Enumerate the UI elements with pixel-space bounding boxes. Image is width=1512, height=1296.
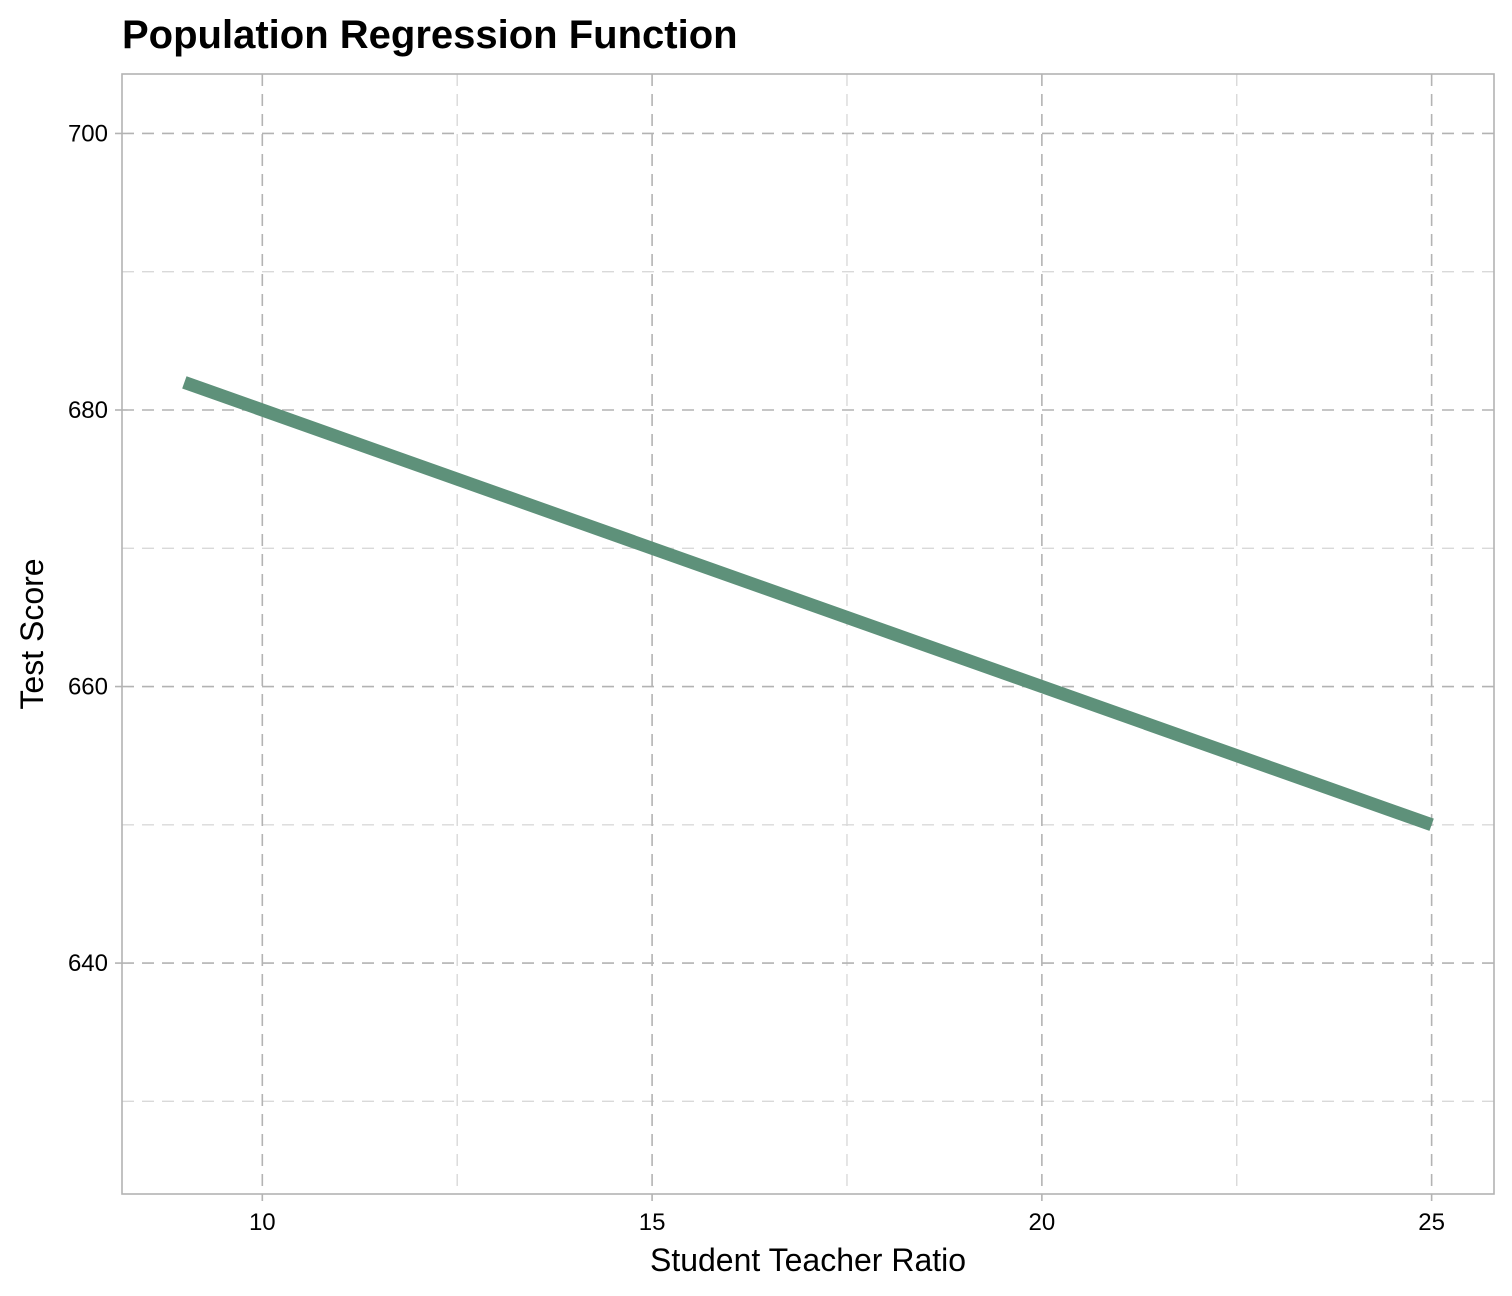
x-tick-label: 25	[1418, 1209, 1445, 1236]
major-gridlines	[122, 74, 1494, 1194]
y-tick-label: 640	[68, 950, 108, 977]
y-tick-label: 660	[68, 674, 108, 701]
y-axis-ticks: 640 660 680 700	[68, 120, 122, 977]
x-tick-label: 10	[249, 1209, 276, 1236]
x-axis-label: Student Teacher Ratio	[650, 1242, 966, 1278]
x-tick-label: 20	[1029, 1209, 1056, 1236]
minor-gridlines	[122, 74, 1494, 1194]
y-tick-label: 700	[68, 120, 108, 147]
y-tick-label: 680	[68, 397, 108, 424]
plot-panel-border	[121, 73, 1495, 1195]
x-axis-ticks: 10 15 20 25	[249, 1194, 1445, 1236]
chart-title: Population Regression Function	[122, 13, 738, 57]
regression-line	[182, 376, 1434, 831]
y-axis-label: Test Score	[14, 558, 50, 709]
x-tick-label: 15	[639, 1209, 666, 1236]
series-layer	[182, 376, 1434, 831]
